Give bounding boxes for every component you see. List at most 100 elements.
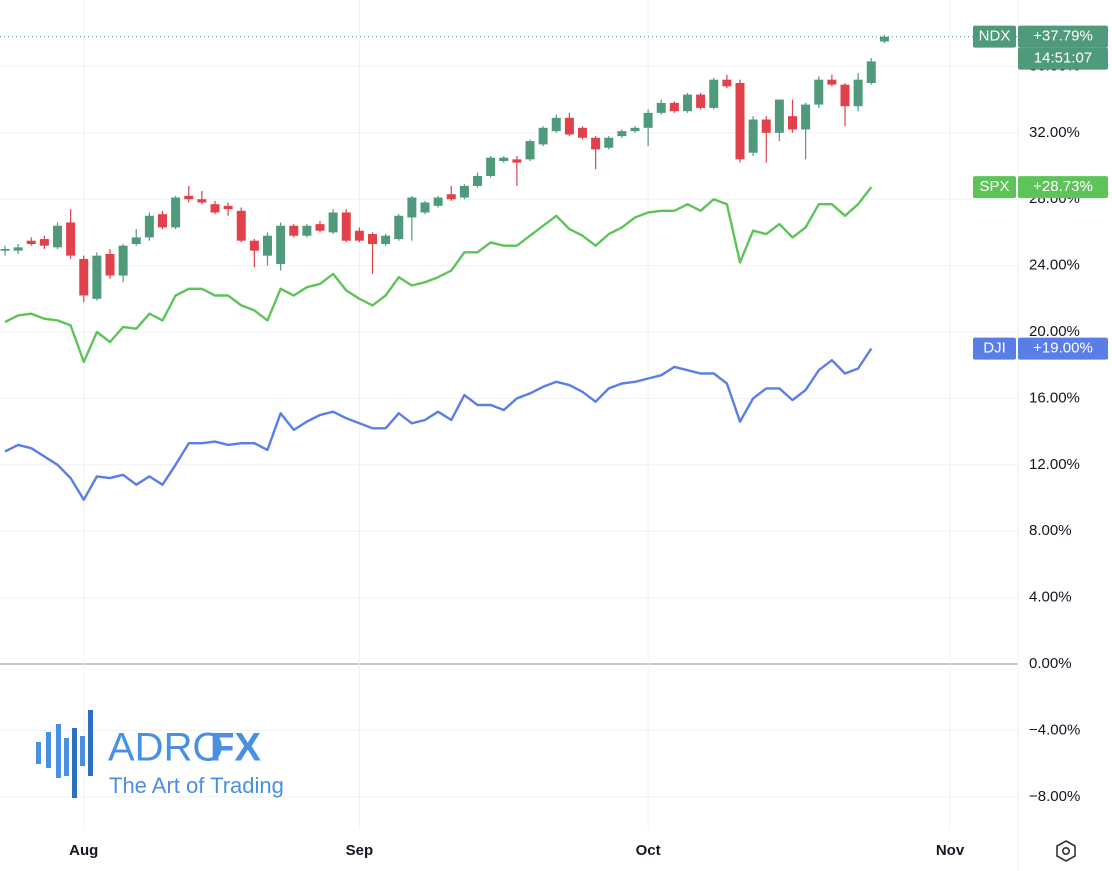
candle-body xyxy=(459,185,469,198)
y-tick-label: 16.00% xyxy=(1029,389,1080,406)
settings-hexagon[interactable] xyxy=(1056,840,1076,862)
lines-layer xyxy=(4,186,873,501)
candle-body xyxy=(263,235,272,256)
logo-bar xyxy=(72,728,77,798)
candle-body xyxy=(236,210,246,241)
brand-suffix: FX xyxy=(210,726,261,770)
candle-body xyxy=(669,102,679,112)
candle-body xyxy=(564,117,574,135)
candle-body xyxy=(223,205,233,210)
logo-bar xyxy=(46,732,51,768)
last-value-label: +19.00% xyxy=(1033,340,1093,357)
candle-body xyxy=(92,255,102,299)
candle-body xyxy=(696,94,706,108)
y-tick-label: −4.00% xyxy=(1029,721,1080,738)
candle-body xyxy=(289,225,299,236)
x-tick-label: Aug xyxy=(69,842,98,859)
y-tick-label: 32.00% xyxy=(1029,124,1080,141)
candle-body xyxy=(853,79,863,107)
candle-body xyxy=(486,157,496,176)
countdown-tag xyxy=(1018,47,1108,70)
candles-layer xyxy=(0,34,889,303)
last-value-label: +37.79% xyxy=(1033,28,1093,45)
candle-body xyxy=(578,127,587,138)
candle-body xyxy=(538,127,548,145)
candle-body xyxy=(788,116,797,130)
x-tick-label: Oct xyxy=(636,842,661,859)
tagline: The Art of Trading xyxy=(109,773,284,798)
candle-body xyxy=(79,258,89,296)
candle-body xyxy=(446,194,456,200)
logo-bar xyxy=(36,742,41,764)
candle-body xyxy=(656,102,666,113)
candle-body xyxy=(276,225,286,264)
candle-body xyxy=(39,239,49,246)
candle-body xyxy=(840,84,850,107)
candle-body xyxy=(26,240,36,245)
series-tag-name: NDX xyxy=(979,28,1011,45)
candle-body xyxy=(171,197,181,228)
candle-body xyxy=(630,127,640,132)
y-tick-label: 24.00% xyxy=(1029,257,1080,274)
candle-body xyxy=(210,204,220,213)
candle-body xyxy=(184,195,194,200)
last-value-tag xyxy=(1018,337,1108,360)
logo-bar xyxy=(64,738,69,776)
y-tick-label: 20.00% xyxy=(1029,323,1080,340)
y-tick-label: 8.00% xyxy=(1029,522,1072,539)
candle-body xyxy=(315,224,325,231)
series-tag-name: SPX xyxy=(979,178,1009,195)
candle-body xyxy=(814,79,824,105)
candle-body xyxy=(394,215,404,240)
candle-body xyxy=(0,249,10,251)
candle-body xyxy=(551,117,561,132)
series-tag xyxy=(973,25,1016,48)
candle-body xyxy=(722,79,732,87)
candle-body xyxy=(525,141,535,160)
y-tick-label: 12.00% xyxy=(1029,456,1080,473)
candle-body xyxy=(761,119,771,133)
y-tick-label: 0.00% xyxy=(1029,655,1072,672)
candle-body xyxy=(131,237,141,245)
candle-body xyxy=(66,222,76,256)
labels-layer: −8.00% −4.00% 0.00% 4.00% 8.00% 12.00% 16.00% 2… xyxy=(69,25,1108,859)
x-tick-label: Nov xyxy=(936,842,965,859)
candle-body xyxy=(709,79,719,108)
settings-icon[interactable] xyxy=(1056,840,1076,862)
candle-body xyxy=(368,234,377,245)
candle-body xyxy=(512,159,522,163)
candle-body xyxy=(643,112,653,128)
last-value-tag xyxy=(1018,25,1108,48)
brand: ADRO xyxy=(108,726,224,770)
candle-body xyxy=(591,137,601,150)
logo-bar xyxy=(56,724,61,778)
candle-body xyxy=(302,225,312,236)
candle-body xyxy=(827,79,837,85)
logo-bar xyxy=(88,710,93,776)
candle-body xyxy=(381,235,391,245)
series-line xyxy=(4,186,873,364)
candle-body xyxy=(328,212,338,233)
series-tag-name: DJI xyxy=(983,340,1006,357)
last-value-tag xyxy=(1018,176,1108,199)
candle-body xyxy=(144,215,154,238)
candle-body xyxy=(801,104,811,130)
candle-body xyxy=(118,245,128,276)
candle-body xyxy=(420,202,430,213)
candle-body xyxy=(197,199,207,203)
candle-body xyxy=(354,230,364,241)
countdown-label: 14:51:07 xyxy=(1034,50,1092,67)
watermark: ADRO FX The Art of Trading xyxy=(36,710,284,798)
series-tag xyxy=(973,176,1016,199)
settings-dot[interactable] xyxy=(1062,846,1071,855)
x-tick-label: Sep xyxy=(346,842,374,859)
y-tick-label: −8.00% xyxy=(1029,788,1080,805)
candle-body xyxy=(499,157,509,162)
candle-body xyxy=(13,247,23,251)
candle-body xyxy=(105,253,115,276)
candle-body xyxy=(617,131,627,137)
y-tick-label: 4.00% xyxy=(1029,589,1072,606)
candle-body xyxy=(866,61,876,83)
